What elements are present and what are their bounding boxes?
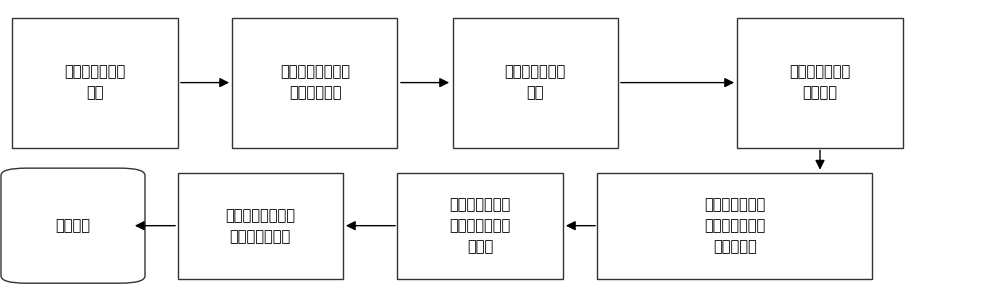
Text: 基于天线方向增
益最大约束算法
构建方程组: 基于天线方向增 益最大约束算法 构建方程组 — [704, 197, 766, 254]
FancyBboxPatch shape — [597, 173, 872, 279]
Text: 拟牛顿法迭代求
解自适应干扰抑
制权值: 拟牛顿法迭代求 解自适应干扰抑 制权值 — [449, 197, 511, 254]
FancyBboxPatch shape — [232, 18, 397, 148]
FancyBboxPatch shape — [397, 173, 562, 279]
FancyBboxPatch shape — [737, 18, 902, 148]
Text: 干扰判定与干扰
方向记录: 干扰判定与干扰 方向记录 — [789, 65, 851, 101]
FancyBboxPatch shape — [1, 168, 145, 283]
Text: 对雷达回波作多波
束干扰抑制加权: 对雷达回波作多波 束干扰抑制加权 — [225, 208, 295, 244]
FancyBboxPatch shape — [178, 173, 342, 279]
FancyBboxPatch shape — [452, 18, 618, 148]
Text: 雷达宽波束侦测
接收: 雷达宽波束侦测 接收 — [64, 65, 126, 101]
FancyBboxPatch shape — [12, 18, 178, 148]
Text: 信号处理沿俯仰方
向多波束加权: 信号处理沿俯仰方 向多波束加权 — [280, 65, 350, 101]
Text: 多波束频域特征
分析: 多波束频域特征 分析 — [504, 65, 566, 101]
Text: 输出结果: 输出结果 — [56, 218, 90, 233]
